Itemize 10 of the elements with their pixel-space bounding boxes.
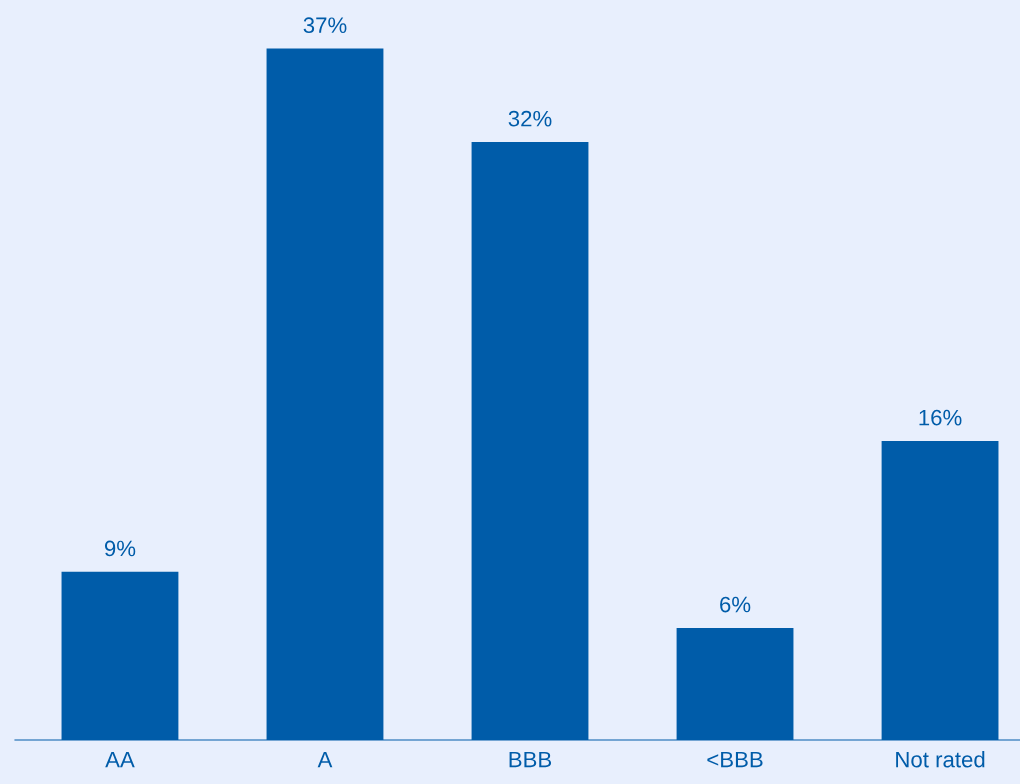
data-label: 9%	[104, 540, 136, 557]
x-tick-label: AA	[105, 751, 135, 768]
data-label: 6%	[720, 596, 751, 613]
data-label: 16%	[919, 409, 962, 426]
data-label: 37%	[303, 17, 347, 34]
data-label: 32%	[508, 110, 552, 127]
x-tick-label: Not rated	[896, 751, 985, 768]
x-tick-label: A	[317, 751, 333, 768]
x-tick-label: BBB	[509, 751, 552, 768]
x-tick-label: <BBB	[707, 751, 763, 768]
